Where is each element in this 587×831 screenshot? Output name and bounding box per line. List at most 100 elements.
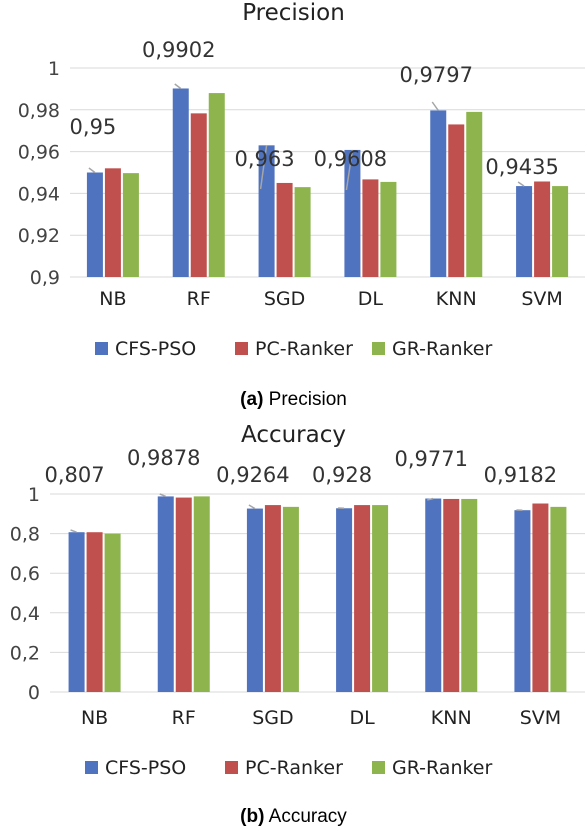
bar-cfs-pso-knn bbox=[425, 498, 442, 692]
legend-swatch-gr-ranker bbox=[372, 342, 385, 355]
bar-cfs-pso-dl bbox=[336, 508, 353, 692]
bar-gr-ranker-knn bbox=[466, 111, 483, 277]
y-tick-label: 1 bbox=[48, 58, 60, 80]
data-label-leader bbox=[431, 101, 439, 111]
y-tick-label: 0,92 bbox=[18, 225, 60, 247]
legend-swatch-pc-ranker bbox=[225, 761, 238, 774]
legend-label: GR-Ranker bbox=[392, 338, 492, 360]
legend-label: GR-Ranker bbox=[392, 757, 492, 779]
y-tick-label: 0,4 bbox=[10, 603, 40, 625]
bar-cfs-pso-rf bbox=[157, 496, 174, 692]
caption-text: Accuracy bbox=[264, 806, 347, 827]
bar-cfs-pso-nb bbox=[68, 532, 85, 692]
x-category-label: SVM bbox=[521, 288, 562, 310]
data-label-leader bbox=[517, 181, 525, 187]
x-category-label: RF bbox=[187, 288, 211, 310]
bar-pc-ranker-nb bbox=[86, 532, 103, 692]
bar-pc-ranker-svm bbox=[532, 503, 549, 692]
data-label: 0,9902 bbox=[142, 38, 215, 62]
x-category-label: DL bbox=[358, 288, 384, 310]
figure-caption: (a) Precision bbox=[240, 389, 347, 410]
bar-gr-ranker-svm bbox=[552, 186, 569, 277]
bar-gr-ranker-sgd bbox=[294, 187, 311, 277]
legend-swatch-cfs-pso bbox=[95, 342, 108, 355]
legend-swatch-pc-ranker bbox=[235, 342, 248, 355]
legend-label: PC-Ranker bbox=[245, 757, 343, 779]
bar-pc-ranker-svm bbox=[534, 181, 551, 277]
bar-cfs-pso-sgd bbox=[246, 508, 263, 692]
data-label: 0,95 bbox=[70, 115, 117, 139]
bar-gr-ranker-dl bbox=[380, 181, 397, 277]
data-label: 0,9182 bbox=[484, 463, 557, 487]
data-label: 0,9435 bbox=[485, 155, 558, 179]
bar-gr-ranker-nb bbox=[122, 173, 139, 277]
y-tick-label: 0,6 bbox=[10, 563, 40, 585]
y-tick-label: 0 bbox=[28, 682, 40, 704]
data-label: 0,9771 bbox=[395, 447, 468, 471]
y-tick-label: 0,8 bbox=[10, 524, 40, 546]
data-label-leader bbox=[88, 167, 96, 174]
bar-pc-ranker-dl bbox=[362, 179, 379, 277]
data-label-leader bbox=[248, 504, 256, 510]
bar-pc-ranker-sgd bbox=[276, 182, 293, 277]
legend-swatch-gr-ranker bbox=[372, 761, 385, 774]
legend-label: PC-Ranker bbox=[255, 338, 353, 360]
data-label: 0,963 bbox=[235, 147, 295, 171]
x-category-label: DL bbox=[349, 707, 375, 729]
data-label-leader bbox=[159, 493, 167, 498]
x-category-label: SGD bbox=[252, 707, 293, 729]
data-label-leader bbox=[259, 145, 268, 190]
bar-pc-ranker-rf bbox=[175, 497, 192, 692]
bar-pc-ranker-dl bbox=[354, 505, 371, 692]
bar-cfs-pso-nb bbox=[86, 172, 103, 277]
data-label: 0,928 bbox=[312, 463, 372, 487]
x-category-label: KNN bbox=[431, 707, 472, 729]
caption-text: Precision bbox=[263, 389, 346, 410]
bar-gr-ranker-sgd bbox=[282, 506, 299, 692]
bar-cfs-pso-svm bbox=[516, 186, 533, 277]
chart-panel-precision: Precision 0,9 0,92 0,94 0,96 0,98 1 NB 0,95 RF 0,9… bbox=[18, 0, 585, 410]
bar-pc-ranker-rf bbox=[190, 113, 207, 277]
data-label: 0,9878 bbox=[127, 446, 200, 470]
bar-cfs-pso-rf bbox=[172, 88, 189, 278]
bar-gr-ranker-dl bbox=[372, 505, 389, 692]
chart-title: Precision bbox=[242, 0, 345, 26]
data-label-leader bbox=[174, 83, 182, 90]
chart-panel-accuracy: Accuracy 0 0,2 0,4 0,6 0,8 1 NB 0,807 RF 0,9878 SGD… bbox=[10, 422, 585, 827]
bar-gr-ranker-knn bbox=[461, 498, 478, 692]
y-tick-label: 0,9 bbox=[30, 267, 60, 289]
y-tick-label: 0,98 bbox=[18, 100, 60, 122]
chart-title: Accuracy bbox=[241, 422, 346, 448]
bar-pc-ranker-knn bbox=[448, 124, 465, 278]
caption-letter: (b) bbox=[240, 806, 264, 827]
x-category-label: RF bbox=[172, 707, 196, 729]
bar-gr-ranker-svm bbox=[550, 506, 567, 692]
x-category-label: SVM bbox=[520, 707, 561, 729]
data-label-leader bbox=[345, 149, 354, 191]
legend-label: CFS-PSO bbox=[115, 338, 196, 360]
bar-pc-ranker-nb bbox=[104, 168, 121, 277]
bar-cfs-pso-knn bbox=[430, 110, 447, 277]
y-tick-label: 0,96 bbox=[18, 142, 60, 164]
bar-pc-ranker-knn bbox=[443, 498, 460, 692]
legend-swatch-cfs-pso bbox=[85, 761, 98, 774]
y-tick-label: 0,2 bbox=[10, 642, 40, 664]
x-category-label: KNN bbox=[436, 288, 477, 310]
bar-gr-ranker-nb bbox=[104, 533, 121, 692]
bar-gr-ranker-rf bbox=[193, 496, 210, 692]
bar-gr-ranker-rf bbox=[208, 93, 225, 277]
data-label: 0,807 bbox=[45, 463, 105, 487]
bar-pc-ranker-sgd bbox=[264, 505, 281, 692]
data-label: 0,9608 bbox=[314, 147, 387, 171]
bar-cfs-pso-svm bbox=[514, 510, 531, 692]
y-tick-label: 1 bbox=[28, 484, 40, 506]
data-label-leader bbox=[427, 497, 434, 501]
data-label-leader bbox=[70, 529, 77, 533]
data-label: 0,9797 bbox=[400, 63, 473, 87]
x-category-label: NB bbox=[99, 288, 126, 310]
data-label: 0,9264 bbox=[216, 463, 289, 487]
x-category-label: NB bbox=[81, 707, 108, 729]
caption-letter: (a) bbox=[240, 389, 263, 410]
x-category-label: SGD bbox=[264, 288, 305, 310]
